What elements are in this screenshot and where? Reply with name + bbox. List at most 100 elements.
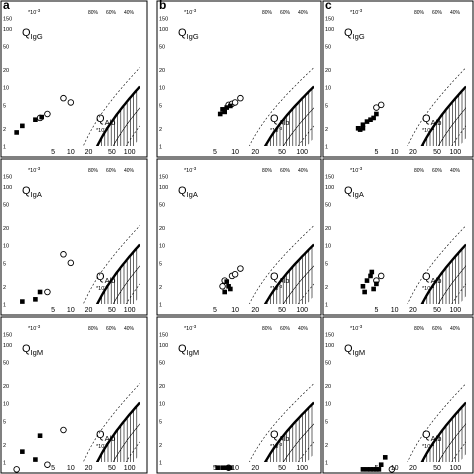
x-axis-label: QAlb bbox=[270, 271, 289, 285]
boundary-curve-0 bbox=[83, 225, 140, 304]
x-tick-label: 50 bbox=[278, 307, 286, 314]
y-tick-label: 1 bbox=[3, 145, 6, 151]
point-open bbox=[237, 94, 244, 102]
boundary-curve-0 bbox=[249, 383, 314, 462]
boundary-curve-2 bbox=[437, 265, 466, 304]
point-filled bbox=[220, 465, 225, 471]
point-filled bbox=[371, 115, 376, 121]
y-tick-label: 5 bbox=[3, 419, 6, 425]
x-multiplier: *10-3 bbox=[422, 126, 435, 134]
x-tick-label: 10 bbox=[231, 149, 239, 156]
point-open bbox=[60, 94, 67, 102]
y-tick-label: 10 bbox=[3, 86, 9, 92]
y-tick-label: 20 bbox=[3, 384, 9, 390]
percent-label: 60% bbox=[432, 326, 443, 332]
point-filled bbox=[378, 462, 384, 467]
panel-r2-c1: 150 100 50 20 10 5 2 1 5 10 20 50 100 *10-3 *10-3 QIgM Q… bbox=[156, 316, 322, 474]
panel-r2-c2: 150 100 50 20 10 5 2 1 5 10 20 50 100 *10-3 *10-3 QIgM Q… bbox=[322, 316, 474, 474]
y-tick-label: 5 bbox=[3, 103, 6, 109]
y-axis-label: QIgM bbox=[344, 343, 365, 357]
percent-label: 40% bbox=[450, 168, 461, 174]
boundary-curve-3 bbox=[297, 441, 314, 462]
y-tick-label: 150 bbox=[325, 175, 334, 181]
percent-label: 40% bbox=[124, 168, 135, 174]
y-tick-label: 100 bbox=[159, 185, 168, 191]
point-open bbox=[231, 271, 239, 278]
x-multiplier: *10-3 bbox=[270, 126, 283, 134]
point-filled bbox=[226, 283, 231, 289]
point-filled bbox=[217, 111, 223, 117]
x-tick-label: 5 bbox=[374, 307, 378, 314]
y-tick-label: 10 bbox=[3, 402, 9, 408]
x-tick-label: 100 bbox=[449, 465, 461, 472]
x-tick-label: 50 bbox=[278, 465, 286, 472]
point-filled bbox=[224, 465, 230, 471]
boundary-curve-0 bbox=[249, 67, 314, 146]
y-tick-label: 1 bbox=[3, 303, 6, 309]
x-multiplier: *10-3 bbox=[96, 284, 109, 292]
point-filled bbox=[215, 465, 220, 471]
panel-frame bbox=[156, 0, 322, 158]
point-filled bbox=[371, 286, 376, 292]
x-tick-label: 5 bbox=[374, 465, 378, 472]
reference-curve bbox=[263, 243, 314, 304]
x-tick-label: 100 bbox=[449, 149, 461, 156]
point-open bbox=[44, 288, 51, 296]
boundary-curve-2 bbox=[437, 107, 466, 146]
y-multiplier: *10-3 bbox=[350, 8, 363, 16]
y-tick-label: 5 bbox=[159, 261, 162, 267]
panel-frame bbox=[0, 316, 148, 474]
panel-frame bbox=[0, 0, 148, 158]
x-tick-label: 100 bbox=[296, 149, 308, 156]
y-multiplier: *10-3 bbox=[184, 166, 197, 174]
x-multiplier: *10-3 bbox=[96, 126, 109, 134]
percent-label: 80% bbox=[262, 168, 273, 174]
x-tick-label: 20 bbox=[85, 149, 93, 156]
y-tick-label: 150 bbox=[159, 333, 168, 339]
y-tick-label: 2 bbox=[159, 285, 162, 291]
x-tick-label: 20 bbox=[409, 149, 417, 156]
y-tick-label: 1 bbox=[159, 303, 162, 309]
point-filled bbox=[364, 467, 370, 472]
panel-r0-c1: 150 100 50 20 10 5 2 1 5 10 20 50 100 *10-3 *10-3 QIgG Q… bbox=[156, 0, 322, 158]
point-open bbox=[231, 99, 239, 106]
point-filled bbox=[222, 289, 227, 295]
percent-label: 60% bbox=[432, 10, 443, 16]
y-axis-label: QIgG bbox=[344, 27, 365, 41]
percent-label: 40% bbox=[298, 326, 309, 332]
y-tick-label: 5 bbox=[3, 261, 6, 267]
percent-label: 60% bbox=[280, 168, 291, 174]
y-tick-label: 20 bbox=[325, 68, 331, 74]
x-tick-label: 5 bbox=[51, 149, 55, 156]
x-axis-label: QAlb bbox=[96, 271, 115, 285]
x-tick-label: 5 bbox=[213, 465, 217, 472]
y-axis-label: QIgA bbox=[178, 185, 198, 199]
point-filled bbox=[220, 107, 225, 112]
x-tick-label: 10 bbox=[231, 465, 239, 472]
x-tick-label: 50 bbox=[433, 465, 441, 472]
point-filled bbox=[33, 117, 38, 122]
reference-curve bbox=[420, 85, 466, 146]
reference-curve bbox=[95, 243, 140, 304]
x-tick-label: 50 bbox=[433, 149, 441, 156]
y-tick-label: 150 bbox=[3, 17, 12, 23]
point-open bbox=[13, 466, 20, 473]
y-tick-label: 20 bbox=[3, 226, 9, 232]
point-filled bbox=[374, 467, 379, 472]
y-tick-label: 5 bbox=[159, 419, 162, 425]
y-tick-label: 20 bbox=[159, 68, 165, 74]
point-filled bbox=[362, 289, 367, 295]
y-tick-label: 20 bbox=[325, 384, 331, 390]
reference-curve bbox=[95, 85, 140, 146]
point-filled bbox=[37, 289, 43, 295]
panel-r1-c2: 150 100 50 20 10 5 2 1 5 10 20 50 100 *10-3 *10-3 QIgA Q… bbox=[322, 158, 474, 316]
y-tick-label: 2 bbox=[325, 127, 328, 133]
percent-label: 80% bbox=[414, 10, 425, 16]
x-tick-label: 100 bbox=[296, 465, 308, 472]
y-tick-label: 20 bbox=[3, 68, 9, 74]
y-tick-label: 50 bbox=[3, 361, 9, 367]
x-tick-label: 5 bbox=[213, 307, 217, 314]
point-filled bbox=[382, 455, 388, 460]
percent-label: 80% bbox=[414, 326, 425, 332]
boundary-curve-3 bbox=[297, 125, 314, 146]
